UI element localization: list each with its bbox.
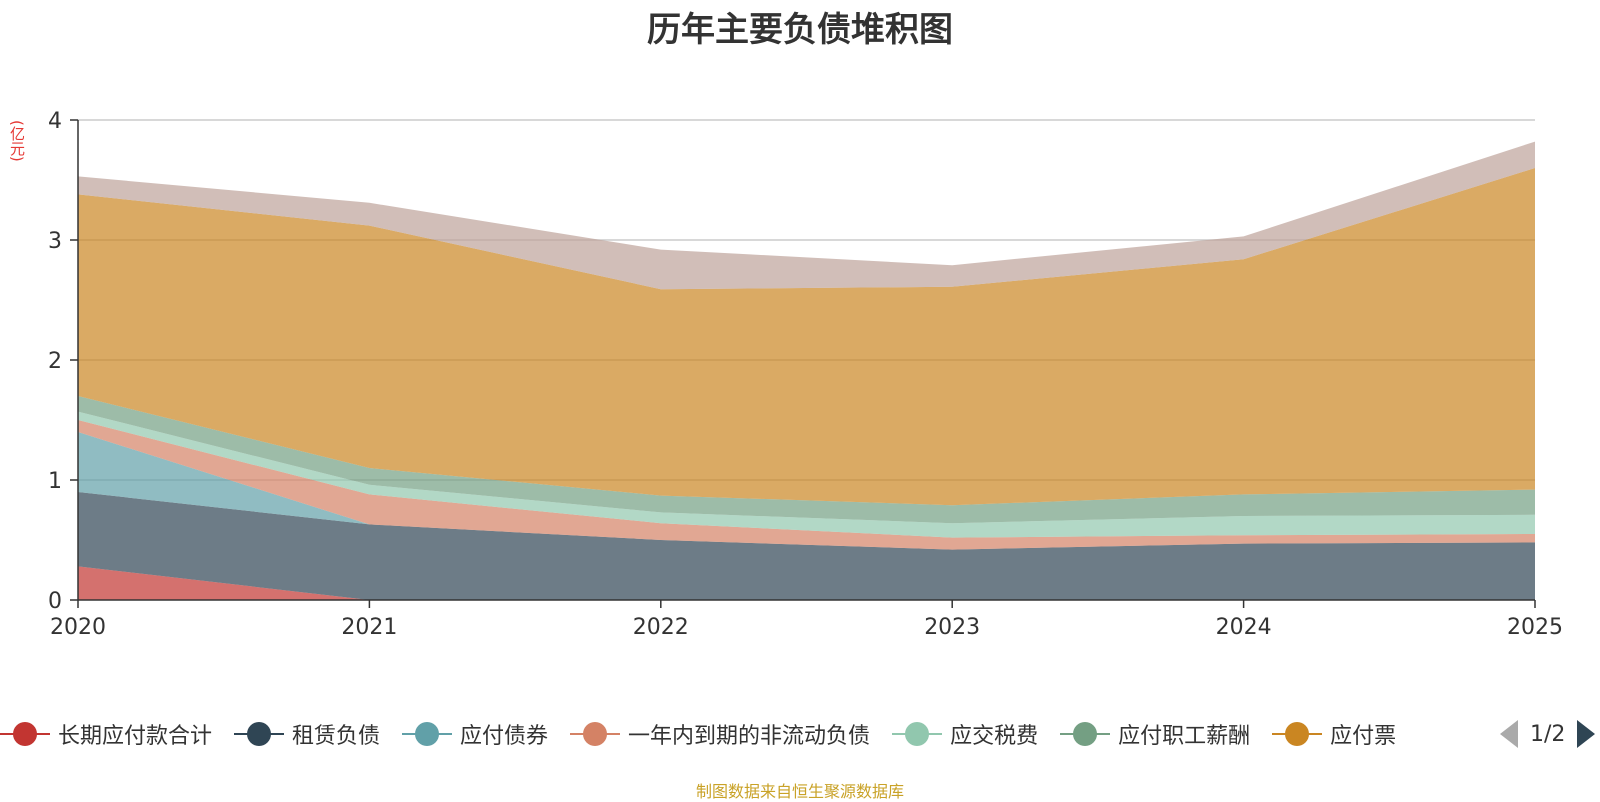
legend-page-indicator: 1/2: [1530, 721, 1566, 747]
area-series-1: [78, 492, 1535, 600]
legend-label: 一年内到期的非流动负债: [628, 724, 871, 749]
x-tick-label: 2024: [1216, 615, 1272, 640]
x-tick-label: 2022: [633, 615, 689, 640]
area-series-0: [78, 566, 1535, 600]
x-tick-label: 2020: [50, 615, 106, 640]
legend-marker-icon: [234, 722, 285, 746]
area-series: [78, 141, 1535, 600]
legend-item[interactable]: 租赁负债: [234, 718, 380, 750]
legend-pager: 1/2: [1500, 718, 1596, 750]
legend-next-page-icon[interactable]: [1577, 720, 1596, 748]
legend: 长期应付款合计 租赁负债 应付债券 一年内到期的非流动负债 应交税费 应付职工薪酬 应付票: [0, 718, 1418, 750]
legend-label: 应付票: [1330, 724, 1397, 749]
y-tick-label: 1: [48, 469, 62, 494]
y-tick-label: 3: [48, 229, 62, 254]
legend-item[interactable]: 应交税费: [892, 718, 1038, 750]
y-tick-label: 4: [48, 109, 62, 134]
y-tick-label: 0: [48, 589, 62, 614]
x-tick-label: 2021: [341, 615, 397, 640]
legend-marker-icon: [0, 722, 50, 746]
legend-item[interactable]: 应付票: [1272, 718, 1396, 750]
legend-marker-icon: [570, 722, 621, 746]
area-series-6: [78, 168, 1535, 506]
chart-title: 历年主要负债堆积图: [647, 10, 953, 50]
area-series-3: [78, 420, 1535, 550]
legend-item[interactable]: 一年内到期的非流动负债: [570, 718, 870, 750]
legend-label: 应付债券: [460, 724, 549, 749]
legend-label: 长期应付款合计: [58, 724, 213, 749]
legend-marker-icon: [1060, 722, 1111, 746]
legend-prev-page-icon[interactable]: [1500, 720, 1518, 748]
legend-label: 应付职工薪酬: [1118, 724, 1251, 749]
axes: 0 1 2 3 4 2020 2021 2022 2023 2024 2025: [48, 109, 1563, 640]
legend-marker-icon: [1272, 722, 1323, 746]
area-series-5: [78, 396, 1535, 524]
y-axis-unit-label: (亿元): [8, 120, 26, 162]
y-tick-label: 2: [48, 349, 62, 374]
legend-item[interactable]: 应付债券: [402, 718, 548, 750]
data-source-footer: 制图数据来自恒生聚源数据库: [695, 782, 904, 801]
area-series-4: [78, 411, 1535, 538]
legend-item[interactable]: 长期应付款合计: [0, 718, 212, 750]
legend-label: 应交税费: [950, 724, 1039, 749]
x-tick-label: 2023: [924, 615, 980, 640]
legend-marker-icon: [402, 722, 453, 746]
area-series-7: [78, 141, 1535, 290]
legend-marker-icon: [892, 722, 943, 746]
legend-label: 租赁负债: [292, 724, 381, 749]
x-tick-label: 2025: [1507, 615, 1563, 640]
legend-item[interactable]: 应付职工薪酬: [1060, 718, 1250, 750]
